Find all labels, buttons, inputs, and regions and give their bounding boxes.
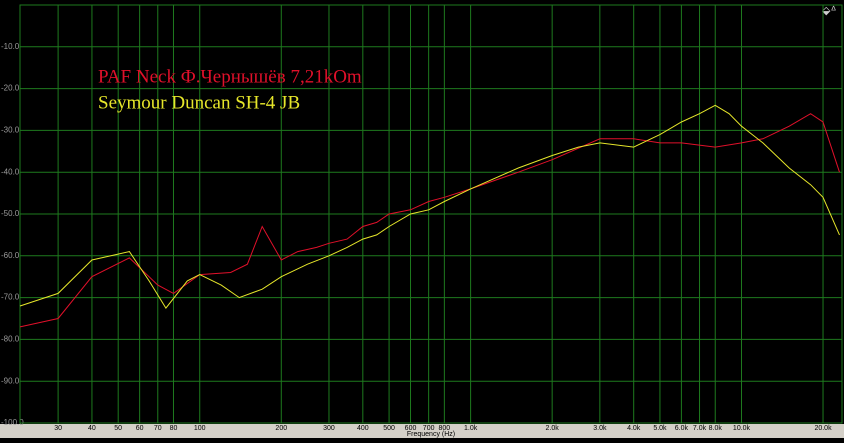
x-tick-label: 50 [114,425,122,432]
x-axis-label: Frequency (Hz) [407,431,455,438]
x-tick-label: 3.0k [593,425,607,432]
legend-entry: PAF Neck Ф.Чернышёв 7,21kOm [98,66,362,87]
x-tick-label: 6.0k [675,425,689,432]
y-tick-label: -80.0 [1,335,20,344]
x-tick-label: 300 [323,425,335,432]
x-tick-label: 60 [136,425,144,432]
x-tick-label: 4.0k [627,425,641,432]
x-tick-label: 30 [54,425,62,432]
y-tick-label: -100.0 [1,418,24,427]
x-tick-label: 80 [170,425,178,432]
x-tick-label: 100 [194,425,206,432]
x-axis-strip [0,424,844,438]
y-tick-label: -90.0 [1,376,20,385]
x-tick-label: 20.0k [814,425,832,432]
y-tick-label: -50.0 [1,209,20,218]
y-tick-label: -20.0 [1,84,20,93]
series-line [19,104,840,309]
x-tick-label: 10.0k [733,425,751,432]
y-tick-label: -10.0 [1,42,20,51]
x-tick-label: 400 [357,425,369,432]
series-line [19,113,840,328]
toolbar-icon[interactable]: ⬙ᐞ [822,5,836,17]
x-tick-label: 8.0k [709,425,723,432]
x-tick-label: 2.0k [546,425,560,432]
x-tick-label: 500 [383,425,395,432]
x-tick-label: 800 [439,425,451,432]
x-tick-label: 700 [423,425,435,432]
y-tick-label: -30.0 [1,126,20,135]
legend-entry: Seymour Duncan SH-4 JB [98,92,300,113]
x-tick-label: 200 [275,425,287,432]
y-tick-label: -40.0 [1,167,20,176]
x-tick-label: 600 [405,425,417,432]
x-tick-label: 5.0k [653,425,667,432]
x-tick-label: 70 [154,425,162,432]
x-tick-label: 1.0k [464,425,478,432]
x-tick-label: 40 [88,425,96,432]
y-tick-label: -70.0 [1,293,20,302]
plot-frame [19,4,843,424]
icon[interactable]: ⬙ᐞ [822,5,836,17]
x-tick-label: 7.0k [693,425,707,432]
y-tick-label: -60.0 [1,251,20,260]
